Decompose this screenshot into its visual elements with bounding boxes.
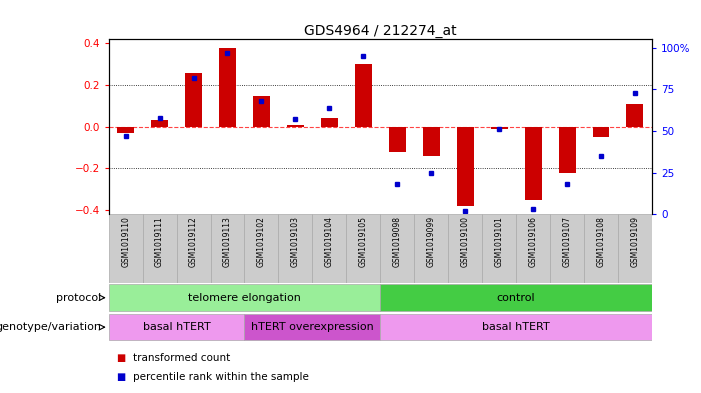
Text: hTERT overexpression: hTERT overexpression xyxy=(251,322,374,332)
Bar xyxy=(423,127,440,156)
Text: GSM1019107: GSM1019107 xyxy=(562,216,571,267)
Text: ■: ■ xyxy=(116,353,125,363)
Bar xyxy=(355,64,372,127)
Bar xyxy=(389,127,406,152)
Bar xyxy=(245,314,381,340)
Bar xyxy=(584,214,618,283)
Bar xyxy=(618,214,652,283)
Text: transformed count: transformed count xyxy=(133,353,231,363)
Bar xyxy=(278,214,313,283)
Bar xyxy=(210,214,245,283)
Bar xyxy=(550,214,584,283)
Bar xyxy=(559,127,576,173)
Text: GSM1019104: GSM1019104 xyxy=(325,216,334,267)
Text: GSM1019103: GSM1019103 xyxy=(291,216,300,267)
Text: basal hTERT: basal hTERT xyxy=(143,322,210,332)
Text: GSM1019101: GSM1019101 xyxy=(495,216,503,267)
Text: genotype/variation: genotype/variation xyxy=(0,322,102,332)
Text: telomere elongation: telomere elongation xyxy=(188,293,301,303)
Bar xyxy=(381,285,652,311)
Bar xyxy=(456,127,474,206)
Bar xyxy=(524,127,542,200)
Bar xyxy=(381,314,652,340)
Bar xyxy=(177,214,210,283)
Bar xyxy=(245,214,278,283)
Text: protocol: protocol xyxy=(56,293,102,303)
Bar xyxy=(448,214,482,283)
Text: GSM1019106: GSM1019106 xyxy=(529,216,538,267)
Text: GSM1019113: GSM1019113 xyxy=(223,216,232,267)
Bar xyxy=(381,214,414,283)
Text: basal hTERT: basal hTERT xyxy=(482,322,550,332)
Text: control: control xyxy=(497,293,536,303)
Text: GSM1019109: GSM1019109 xyxy=(630,216,639,267)
Bar xyxy=(287,125,304,127)
Bar xyxy=(346,214,380,283)
Text: percentile rank within the sample: percentile rank within the sample xyxy=(133,372,309,382)
Bar xyxy=(253,95,270,127)
Bar xyxy=(516,214,550,283)
Bar xyxy=(109,314,245,340)
Bar xyxy=(592,127,609,137)
Text: GSM1019105: GSM1019105 xyxy=(359,216,368,267)
Text: GSM1019111: GSM1019111 xyxy=(155,216,164,267)
Bar xyxy=(109,214,142,283)
Bar xyxy=(627,104,644,127)
Bar xyxy=(142,214,177,283)
Bar xyxy=(321,118,338,127)
Text: GSM1019102: GSM1019102 xyxy=(257,216,266,267)
Text: GSM1019110: GSM1019110 xyxy=(121,216,130,267)
Text: GSM1019099: GSM1019099 xyxy=(427,216,436,267)
Bar xyxy=(414,214,448,283)
Bar xyxy=(491,127,508,129)
Text: GSM1019100: GSM1019100 xyxy=(461,216,470,267)
Text: ■: ■ xyxy=(116,372,125,382)
Bar xyxy=(482,214,516,283)
Text: GSM1019108: GSM1019108 xyxy=(597,216,606,267)
Bar xyxy=(151,121,168,127)
Text: GSM1019098: GSM1019098 xyxy=(393,216,402,267)
Bar xyxy=(117,127,134,133)
Text: GSM1019112: GSM1019112 xyxy=(189,216,198,267)
Bar xyxy=(219,48,236,127)
Bar xyxy=(185,73,202,127)
Title: GDS4964 / 212274_at: GDS4964 / 212274_at xyxy=(304,24,456,38)
Bar xyxy=(313,214,346,283)
Bar xyxy=(109,285,381,311)
